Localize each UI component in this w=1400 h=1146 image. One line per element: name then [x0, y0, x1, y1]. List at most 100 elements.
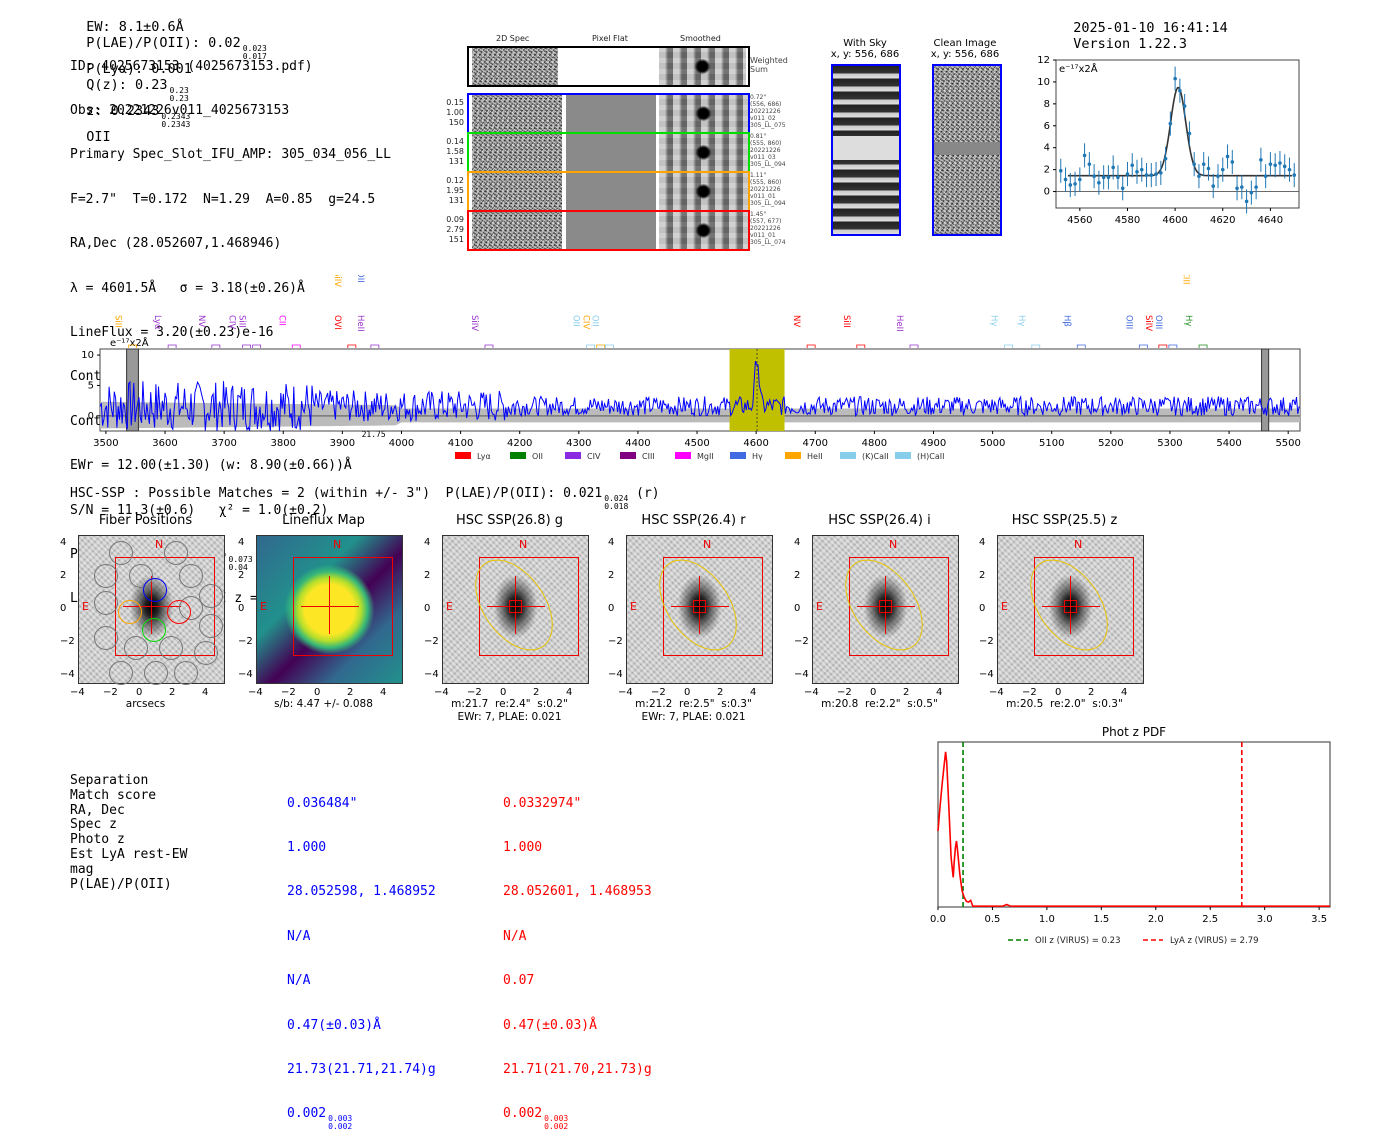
y-tick-label: 2: [794, 570, 801, 581]
line-marker-bracket: [909, 344, 919, 348]
line-marker-bracket: [211, 344, 221, 348]
x-tick-label: 4640: [1258, 215, 1283, 226]
panel-subtitle: arcsecs: [125, 698, 166, 710]
catalog-marker: [509, 600, 522, 613]
header-qz-hi: 0.23: [169, 86, 189, 95]
hsc-summary-band: (r): [636, 486, 660, 501]
line-marker-label: SiIV: [469, 315, 479, 331]
catalog-marker: [1064, 600, 1077, 613]
x-tick-label: 1.0: [1039, 914, 1055, 925]
line-marker-bracket: [1138, 344, 1148, 348]
compass-north: N: [889, 538, 898, 551]
data-point: [1263, 174, 1268, 179]
info-obs: Obs: 20221226v011_4025673153: [70, 102, 290, 118]
data-point: [1230, 160, 1235, 164]
header-z: z: 0.2343: [86, 103, 160, 119]
weighted-2dspec-image: [472, 48, 558, 85]
crosshair-horizontal: [123, 606, 181, 607]
y-tick-label: 0: [794, 603, 801, 614]
x-tick-label: 5000: [980, 438, 1005, 449]
line-marker-bracket: [370, 344, 380, 348]
x-tick-label: 4620: [1210, 215, 1235, 226]
x-tick-label: 2: [1088, 687, 1095, 698]
row-meta: (555, 860): [750, 179, 782, 186]
panel-subtitle-2: EWr: 7, PLAE: 0.021: [641, 711, 746, 723]
legend-label: (H)CaII: [917, 452, 944, 461]
data-point: [1154, 172, 1158, 176]
catalog-marker: [879, 600, 892, 613]
line-marker-bracket: [1076, 344, 1086, 348]
spec2d-image: [472, 173, 562, 210]
row-stat: 0.09: [446, 215, 464, 224]
row-meta: (557, 677): [750, 218, 782, 225]
y-tick-label: −2: [608, 636, 623, 647]
data-point: [1197, 174, 1201, 179]
row-stat: 2.79: [446, 225, 464, 234]
line-marker: SiII: [237, 315, 262, 348]
fiber-circle: [94, 591, 118, 615]
compass-east: E: [630, 600, 637, 613]
y-tick-label: 8: [1044, 99, 1050, 110]
pixel-flat-image: [566, 173, 656, 210]
data-point: [1058, 168, 1063, 173]
line-marker-bracket: [1198, 344, 1208, 348]
y-tick-label: 0: [1044, 187, 1050, 198]
y-tick-label: 4: [1044, 143, 1050, 154]
line-marker-label: CII: [276, 315, 286, 326]
spec2d-row-meta: 1.45" (557, 677) 20221226 v011_01 305_LL_074: [750, 211, 810, 246]
crosshair-vertical: [515, 576, 516, 634]
fiber-circle: [199, 584, 223, 608]
row-meta: v011_01: [750, 193, 776, 200]
row-stat: 1.00: [446, 108, 464, 117]
match-value: 21.71(21.70,21.73)g: [503, 1061, 652, 1077]
clean-image-xy: x, y: 556, 686: [930, 49, 1000, 60]
match-value-plae: 0.002 0.003 0.002: [503, 1106, 652, 1131]
line-marker: NV: [196, 315, 221, 348]
x-tick-label: 3.0: [1257, 914, 1273, 925]
x-tick-label: 4: [936, 687, 943, 698]
line-marker: SiIV: [332, 275, 342, 287]
fiber-circle-highlight: [167, 600, 191, 624]
data-point: [1063, 177, 1068, 182]
x-tick-label: −4: [70, 687, 85, 698]
x-tick-label: 0: [684, 687, 691, 698]
with-sky-title: With Sky x, y: 556, 686: [820, 38, 910, 60]
x-tick-label: 3700: [211, 438, 236, 449]
x-tick-label: −4: [804, 687, 819, 698]
weighted-sum-label: Weighted Sum: [750, 56, 788, 74]
y-tick-label: −2: [60, 636, 75, 647]
row-meta: (555, 860): [750, 140, 782, 147]
x-tick-label: −4: [989, 687, 1004, 698]
y-tick-label: −2: [424, 636, 439, 647]
y-tick-label: 4: [424, 537, 431, 548]
data-point: [1259, 157, 1263, 162]
legend-label: OII z (VIRUS) = 0.23: [1035, 936, 1121, 946]
fiber-circle: [164, 541, 188, 565]
row-stat: 0.12: [446, 176, 464, 185]
row-meta: 305_LL_074: [750, 239, 786, 246]
line-marker-label: OIII: [1123, 315, 1133, 329]
row-stat: 131: [448, 157, 464, 166]
line-marker: HeII: [355, 315, 380, 348]
line-marker-label: Lyα: [152, 315, 162, 330]
match-value-plae: 0.002 0.003 0.002: [287, 1106, 436, 1131]
data-point: [1235, 186, 1239, 191]
data-point: [1101, 175, 1106, 180]
header-plae-hi: 0.023: [242, 44, 267, 53]
fiber-circle: [129, 564, 153, 588]
x-tick-label: 2: [347, 687, 354, 698]
x-tick-label: −4: [434, 687, 449, 698]
match-value: 28.052601, 1.468953: [503, 884, 652, 900]
match-value: 1.000: [503, 839, 543, 855]
info-lambda: λ = 4601.5Å σ = 3.18(±0.26)Å: [70, 280, 305, 296]
line-marker-label: OIII: [1153, 315, 1163, 329]
weighted-smoothed-image: [659, 48, 746, 85]
with-sky-label: With Sky: [843, 38, 887, 49]
fiber-circle-highlight: [143, 578, 167, 602]
legend-swatch: [895, 452, 911, 459]
match-label: Spec z: [70, 817, 117, 833]
x-tick-label: 5100: [1039, 438, 1064, 449]
plae-hi: 0.073: [228, 554, 253, 564]
x-tick-label: 3.5: [1311, 914, 1327, 925]
